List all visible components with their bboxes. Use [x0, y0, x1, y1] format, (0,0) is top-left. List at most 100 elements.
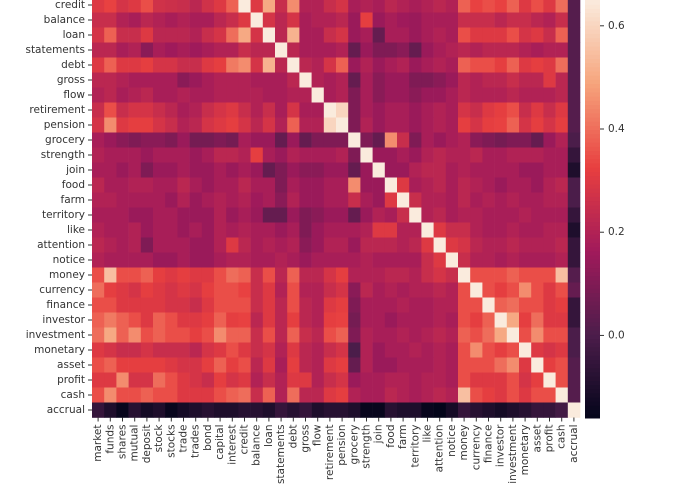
colorbar-band [585, 188, 600, 193]
colorbar-band [585, 284, 600, 289]
heat-cell [226, 132, 239, 148]
heat-cell [323, 222, 337, 238]
heat-cell [287, 342, 300, 358]
heat-cell [506, 57, 520, 73]
heat-cell [189, 207, 203, 223]
heat-cell [287, 237, 300, 253]
heat-cell [360, 297, 373, 313]
heat-cell [226, 237, 239, 253]
heat-cell [384, 312, 398, 328]
heat-cell [397, 177, 410, 193]
colorbar-band [585, 192, 600, 197]
heat-cell [311, 102, 325, 118]
heat-cell [433, 27, 447, 43]
heat-cell [275, 132, 288, 148]
heat-cell [299, 222, 312, 238]
heat-cell [519, 357, 532, 373]
heat-cell [470, 357, 483, 373]
heat-cell [311, 42, 325, 58]
heat-cell [153, 237, 166, 253]
heat-cell [348, 192, 361, 208]
heat-cell [506, 12, 520, 28]
heat-cell [445, 177, 459, 193]
heat-cell [116, 207, 129, 223]
heat-cell [116, 117, 129, 133]
heat-cell [543, 12, 556, 28]
heat-cell [360, 192, 373, 208]
heat-cell [482, 372, 495, 388]
heat-cell [336, 177, 349, 193]
colorbar-band [585, 380, 600, 386]
heat-cell [165, 117, 178, 133]
heat-cell [116, 102, 129, 118]
heat-cell [214, 27, 227, 43]
heat-cell [384, 402, 398, 418]
heat-cell [287, 372, 300, 388]
heat-cell [299, 192, 312, 208]
x-tick-label: join [373, 425, 385, 445]
heat-cell [531, 162, 544, 178]
x-tick-label: accrual [568, 425, 580, 463]
heat-cell [104, 0, 117, 13]
heat-cell [555, 72, 569, 88]
heat-cell [336, 222, 349, 238]
heat-cell [470, 57, 483, 73]
heat-cell [140, 102, 154, 118]
heat-cell [238, 0, 251, 13]
colorbar-band [585, 317, 600, 323]
heat-cell [92, 267, 105, 283]
heat-cell [287, 282, 300, 298]
heat-cell [177, 0, 190, 13]
heat-cell [470, 162, 483, 178]
heat-cell [189, 327, 203, 343]
heat-cell [397, 147, 410, 163]
heat-cell [458, 192, 471, 208]
colorbar-band [585, 54, 600, 60]
heat-cell [519, 342, 532, 358]
heat-cell [348, 117, 361, 133]
heat-cell [165, 207, 178, 223]
heat-cell [433, 117, 447, 133]
heat-cell [421, 117, 434, 133]
heat-cell [287, 12, 300, 28]
heat-cell [201, 87, 215, 103]
heat-cell [567, 207, 581, 223]
heat-cell [555, 42, 569, 58]
heat-cell [214, 312, 227, 328]
heat-cell [189, 312, 203, 328]
heat-cell [214, 72, 227, 88]
heat-cell [409, 207, 422, 223]
colorbar-band [585, 183, 600, 189]
heat-cell [372, 237, 386, 253]
heat-cell [372, 282, 386, 298]
heat-cell [299, 342, 312, 358]
heat-cell [92, 342, 105, 358]
heat-cell [470, 147, 483, 163]
colorbar-band [585, 271, 600, 277]
heat-cell [128, 177, 142, 193]
heat-cell [409, 0, 422, 13]
heat-cell [165, 177, 178, 193]
heat-cell [262, 252, 276, 268]
heat-cell [543, 342, 556, 358]
heat-cell [543, 102, 556, 118]
x-tick-label: pension [336, 425, 348, 466]
heat-cell [567, 102, 581, 118]
heat-cell [214, 222, 227, 238]
y-tick-label: join [65, 164, 85, 176]
heat-cell [445, 267, 459, 283]
heat-cell [189, 12, 203, 28]
heat-cell [348, 387, 361, 403]
heat-cell [384, 297, 398, 313]
colorbar-band [585, 112, 600, 118]
heat-cell [543, 357, 556, 373]
heat-cell [128, 117, 142, 133]
heat-cell [348, 207, 361, 223]
heat-cell [165, 87, 178, 103]
heat-cell [543, 72, 556, 88]
heat-cell [397, 387, 410, 403]
heat-cell [567, 0, 581, 13]
heat-cell [372, 87, 386, 103]
heat-cell [482, 147, 495, 163]
heat-cell [311, 72, 325, 88]
